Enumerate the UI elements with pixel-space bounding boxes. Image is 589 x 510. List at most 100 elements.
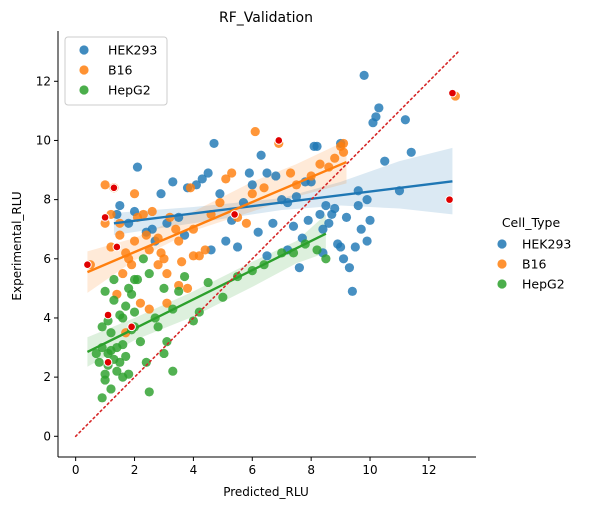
regression-line-HEK293 <box>113 180 453 225</box>
data-point-B16 <box>174 236 184 246</box>
data-point-HEK293 <box>356 224 366 234</box>
data-point-HEK293 <box>362 195 372 205</box>
legend-marker-HepG2 <box>79 85 89 95</box>
data-point-B16 <box>330 153 340 163</box>
identity-line <box>74 50 460 438</box>
legend-label-B16: B16 <box>522 257 547 272</box>
data-point-HEK293 <box>365 215 375 225</box>
legend-label-B16: B16 <box>108 63 133 78</box>
data-point-B16 <box>171 224 181 234</box>
data-point-HepG2 <box>121 301 131 311</box>
data-point-HepG2 <box>121 351 131 362</box>
data-point-HEK293 <box>268 218 278 228</box>
legend-label-HepG2: HepG2 <box>522 277 565 292</box>
highlighted-point <box>112 242 122 252</box>
data-point-HepG2 <box>94 357 104 367</box>
data-point-HepG2 <box>321 254 331 264</box>
data-point-HepG2 <box>109 274 119 285</box>
data-point-B16 <box>118 268 128 279</box>
legend-marker-B16 <box>497 259 507 269</box>
data-point-B16 <box>259 183 269 193</box>
data-point-HepG2 <box>100 286 110 296</box>
data-point-HepG2 <box>135 337 146 347</box>
x-tick-label: 8 <box>307 463 315 477</box>
data-point-HEK293 <box>247 180 257 190</box>
data-point-HepG2 <box>118 339 128 350</box>
data-point-HepG2 <box>100 375 110 385</box>
y-tick-label: 12 <box>36 74 51 88</box>
data-point-B16 <box>100 180 110 190</box>
data-point-HEK293 <box>341 212 352 222</box>
highlighted-point <box>100 213 110 222</box>
data-point-HepG2 <box>138 254 148 264</box>
data-point-HEK293 <box>203 168 213 178</box>
legend-marker-HEK293 <box>497 239 507 249</box>
data-point-B16 <box>147 206 157 217</box>
y-axis-label: Experimental_RLU <box>10 191 24 300</box>
data-point-HepG2 <box>179 271 190 282</box>
inner-legend: HEK293 B16 HepG2 <box>64 36 168 106</box>
data-point-B16 <box>162 268 172 279</box>
data-point-HepG2 <box>132 274 143 285</box>
data-point-HepG2 <box>174 286 184 296</box>
highlighted-point <box>109 183 119 193</box>
data-point-B16 <box>159 254 169 264</box>
data-point-B16 <box>221 174 231 184</box>
y-tick-label: 2 <box>43 370 51 384</box>
data-point-HepG2 <box>203 277 213 288</box>
data-point-B16 <box>115 230 125 240</box>
confidence-band-HepG2 <box>87 214 326 367</box>
data-point-HEK293 <box>324 218 334 228</box>
data-point-HEK293 <box>132 162 143 172</box>
legend-label-HEK293: HEK293 <box>108 43 157 58</box>
data-point-B16 <box>194 251 204 261</box>
legend-marker-HepG2 <box>497 279 507 289</box>
highlighted-point <box>445 195 454 204</box>
data-point-HEK293 <box>215 189 225 199</box>
data-point-HepG2 <box>168 366 178 376</box>
data-point-B16 <box>227 168 237 178</box>
data-point-B16 <box>141 230 151 240</box>
data-point-HEK293 <box>244 168 254 178</box>
data-point-B16 <box>135 298 146 308</box>
data-point-HEK293 <box>371 112 381 122</box>
data-point-HepG2 <box>162 337 172 347</box>
data-point-HEK293 <box>209 138 219 149</box>
data-point-B16 <box>129 189 140 199</box>
data-point-B16 <box>144 304 154 314</box>
data-point-HepG2 <box>141 357 151 367</box>
highlighted-point <box>448 88 457 98</box>
regression-line-B16 <box>86 160 347 274</box>
data-point-B16 <box>241 218 251 228</box>
x-tick-label: 12 <box>421 463 436 477</box>
data-point-HEK293 <box>321 200 331 211</box>
data-point-HEK293 <box>359 70 369 80</box>
axes: 0 2 4 6 8 10 12 0 2 4 6 8 10 12 <box>36 31 476 477</box>
x-tick-label: 10 <box>362 463 377 477</box>
data-point-HEK293 <box>347 286 357 296</box>
chart-title: RF_Validation <box>219 10 313 26</box>
y-tick-label: 8 <box>43 193 51 207</box>
data-point-HEK293 <box>288 221 299 231</box>
highlighted-point <box>230 210 239 219</box>
legend-title: Cell_Type <box>502 215 561 230</box>
data-point-HEK293 <box>330 203 340 214</box>
data-point-HEK293 <box>271 171 281 181</box>
data-point-B16 <box>338 147 349 157</box>
data-point-HEK293 <box>115 200 125 211</box>
data-point-HepG2 <box>144 268 154 279</box>
data-point-B16 <box>215 197 225 208</box>
regression-line-HepG2 <box>86 232 327 354</box>
data-point-HEK293 <box>291 192 302 202</box>
data-point-HEK293 <box>374 103 384 113</box>
data-point-HEK293 <box>221 236 231 246</box>
data-point-HEK293 <box>253 227 263 237</box>
data-point-HEK293 <box>262 168 272 178</box>
data-point-HepG2 <box>126 289 137 299</box>
data-point-B16 <box>315 159 325 169</box>
data-point-HepG2 <box>144 387 154 397</box>
data-point-HepG2 <box>153 322 163 332</box>
data-point-HepG2 <box>97 393 107 403</box>
x-tick-label: 2 <box>131 463 139 477</box>
data-point-B16 <box>200 245 210 255</box>
